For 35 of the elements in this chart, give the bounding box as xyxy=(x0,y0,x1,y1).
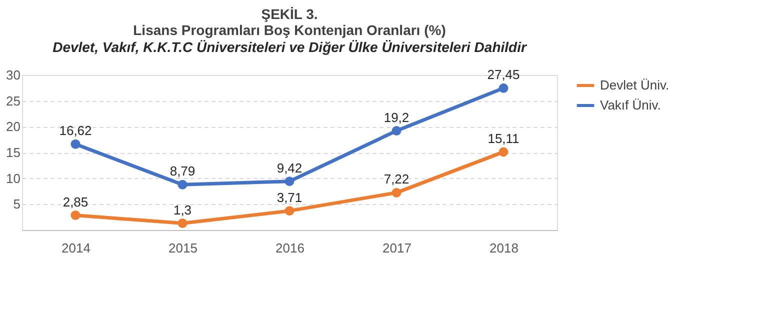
data-label: 8,79 xyxy=(170,164,196,179)
point xyxy=(70,139,80,149)
data-label: 27,45 xyxy=(487,67,520,82)
y-tick-label: 15 xyxy=(6,145,20,160)
x-tick-label: 2018 xyxy=(490,240,518,256)
data-label: 7,22 xyxy=(384,172,410,187)
y-tick-label: 20 xyxy=(6,119,20,134)
data-label: 16,62 xyxy=(59,123,92,138)
point xyxy=(70,210,80,220)
x-tick-label: 2016 xyxy=(276,240,304,256)
data-label: 2,85 xyxy=(62,194,88,210)
x-tick-label: 2017 xyxy=(382,240,412,256)
data-label: 1,3 xyxy=(173,202,192,218)
data-label: 15,11 xyxy=(488,130,520,146)
point xyxy=(498,83,508,93)
point xyxy=(392,188,402,198)
x-tick-label: 2014 xyxy=(62,240,90,256)
legend-label: Devlet Üniv. xyxy=(600,78,670,92)
chart-subtitle: Devlet, Vakıf, K.K.T.C Üniversiteleri ve Diğer Ülke Üniversiteleri Dahildir xyxy=(52,39,528,55)
y-tick-label: 5 xyxy=(13,196,20,212)
data-label: 3,71 xyxy=(276,190,302,205)
y-tick-label: 30 xyxy=(6,68,20,82)
data-label: 19,2 xyxy=(384,110,410,125)
point xyxy=(392,126,402,136)
point xyxy=(178,180,188,190)
y-tick-label: 25 xyxy=(6,93,20,108)
point xyxy=(284,206,294,216)
point xyxy=(284,176,294,186)
point xyxy=(498,147,508,157)
legend-label: Vakıf Üniv. xyxy=(600,98,661,112)
point xyxy=(178,218,188,228)
y-tick-label: 10 xyxy=(6,170,20,186)
chart-title: ŞEKİL 3. Lisans Programları Boş Kontenjan Oranları (%) xyxy=(133,6,446,38)
x-tick-label: 2015 xyxy=(168,240,198,256)
data-label: 9,42 xyxy=(276,160,302,176)
